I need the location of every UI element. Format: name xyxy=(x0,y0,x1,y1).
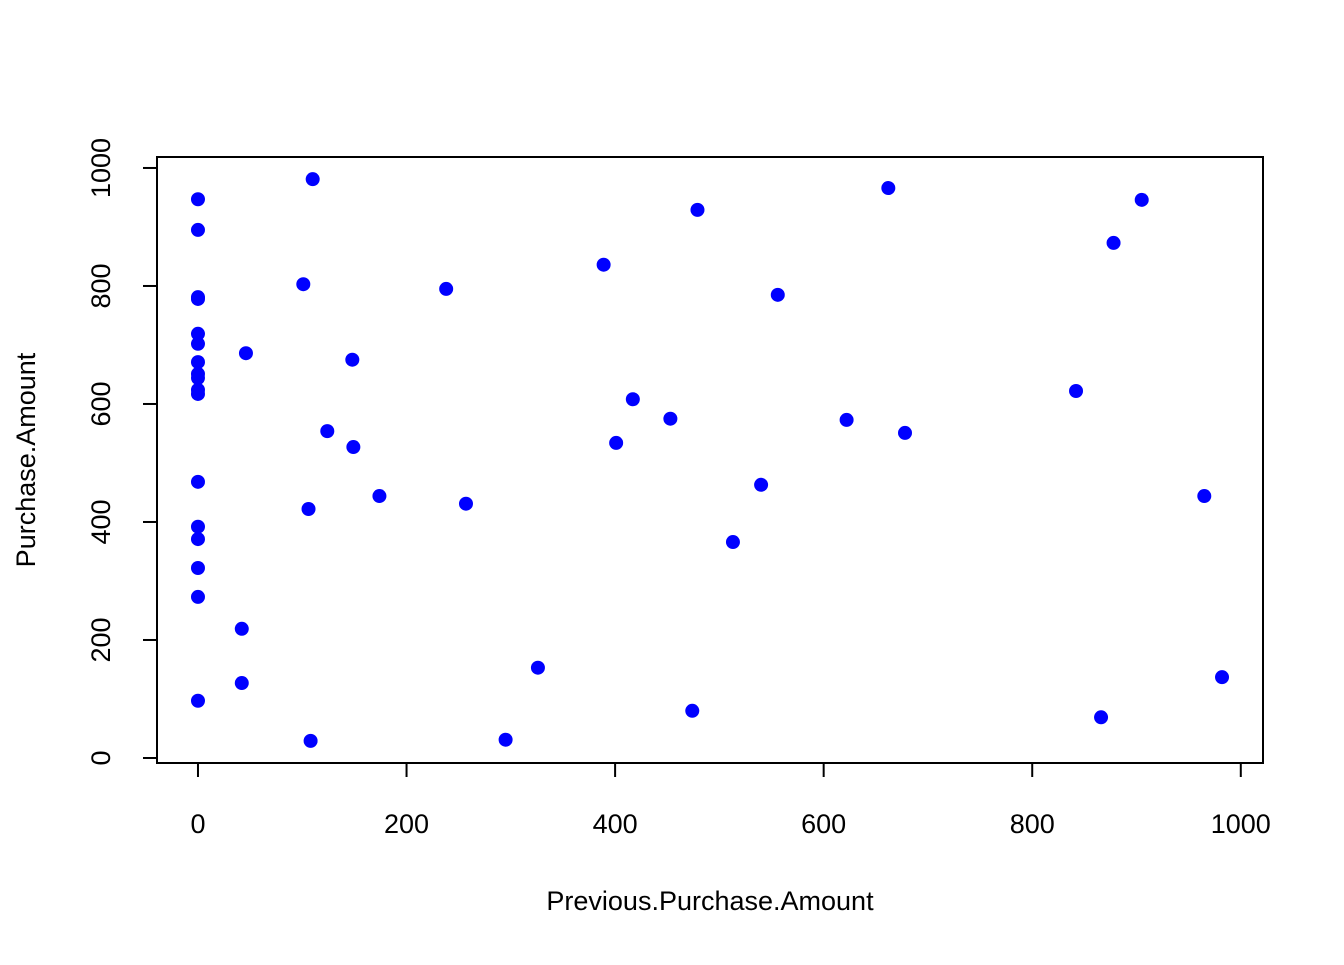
point xyxy=(685,703,700,718)
point xyxy=(234,621,249,636)
point xyxy=(754,477,769,492)
point xyxy=(1069,383,1084,398)
point xyxy=(190,532,205,547)
point xyxy=(190,386,205,401)
point xyxy=(498,732,513,747)
point xyxy=(1094,710,1109,725)
point xyxy=(690,202,705,217)
point xyxy=(596,257,611,272)
point xyxy=(190,693,205,708)
point xyxy=(1134,192,1149,207)
point xyxy=(190,355,205,370)
x-tick-label: 0 xyxy=(190,809,205,839)
point xyxy=(346,440,361,455)
point xyxy=(458,496,473,511)
point xyxy=(234,676,249,691)
point xyxy=(839,412,854,427)
point xyxy=(190,561,205,576)
x-tick-label: 600 xyxy=(801,809,846,839)
x-tick-label: 400 xyxy=(593,809,638,839)
point xyxy=(898,425,913,440)
point xyxy=(296,277,311,292)
point xyxy=(320,424,335,439)
point xyxy=(190,336,205,351)
point xyxy=(625,392,640,407)
point xyxy=(1106,235,1121,250)
x-axis-label: Previous.Purchase.Amount xyxy=(546,886,874,916)
point xyxy=(770,287,785,302)
point xyxy=(303,733,318,748)
point xyxy=(345,352,360,367)
x-tick-label: 800 xyxy=(1010,809,1055,839)
point xyxy=(881,181,896,196)
point xyxy=(190,291,205,306)
plot-box xyxy=(156,156,1264,764)
point xyxy=(190,589,205,604)
y-tick-label: 0 xyxy=(86,750,116,765)
point xyxy=(190,222,205,237)
point xyxy=(663,411,678,426)
point xyxy=(190,519,205,534)
y-tick-label: 400 xyxy=(86,499,116,544)
point xyxy=(301,502,316,517)
y-tick-label: 800 xyxy=(86,263,116,308)
point xyxy=(190,326,205,341)
y-tick-label: 600 xyxy=(86,381,116,426)
point xyxy=(190,371,205,386)
y-axis-label: Purchase.Amount xyxy=(11,352,41,567)
x-tick-label: 1000 xyxy=(1211,809,1271,839)
x-tick-label: 200 xyxy=(384,809,429,839)
point xyxy=(1197,489,1212,504)
point xyxy=(530,660,545,675)
y-tick-label: 1000 xyxy=(86,138,116,198)
point xyxy=(439,281,454,296)
point xyxy=(238,346,253,361)
point xyxy=(1215,670,1230,685)
point xyxy=(190,192,205,207)
point xyxy=(725,535,740,550)
point xyxy=(609,435,624,450)
y-tick-label: 200 xyxy=(86,617,116,662)
point xyxy=(190,474,205,489)
point xyxy=(372,489,387,504)
point xyxy=(305,172,320,187)
